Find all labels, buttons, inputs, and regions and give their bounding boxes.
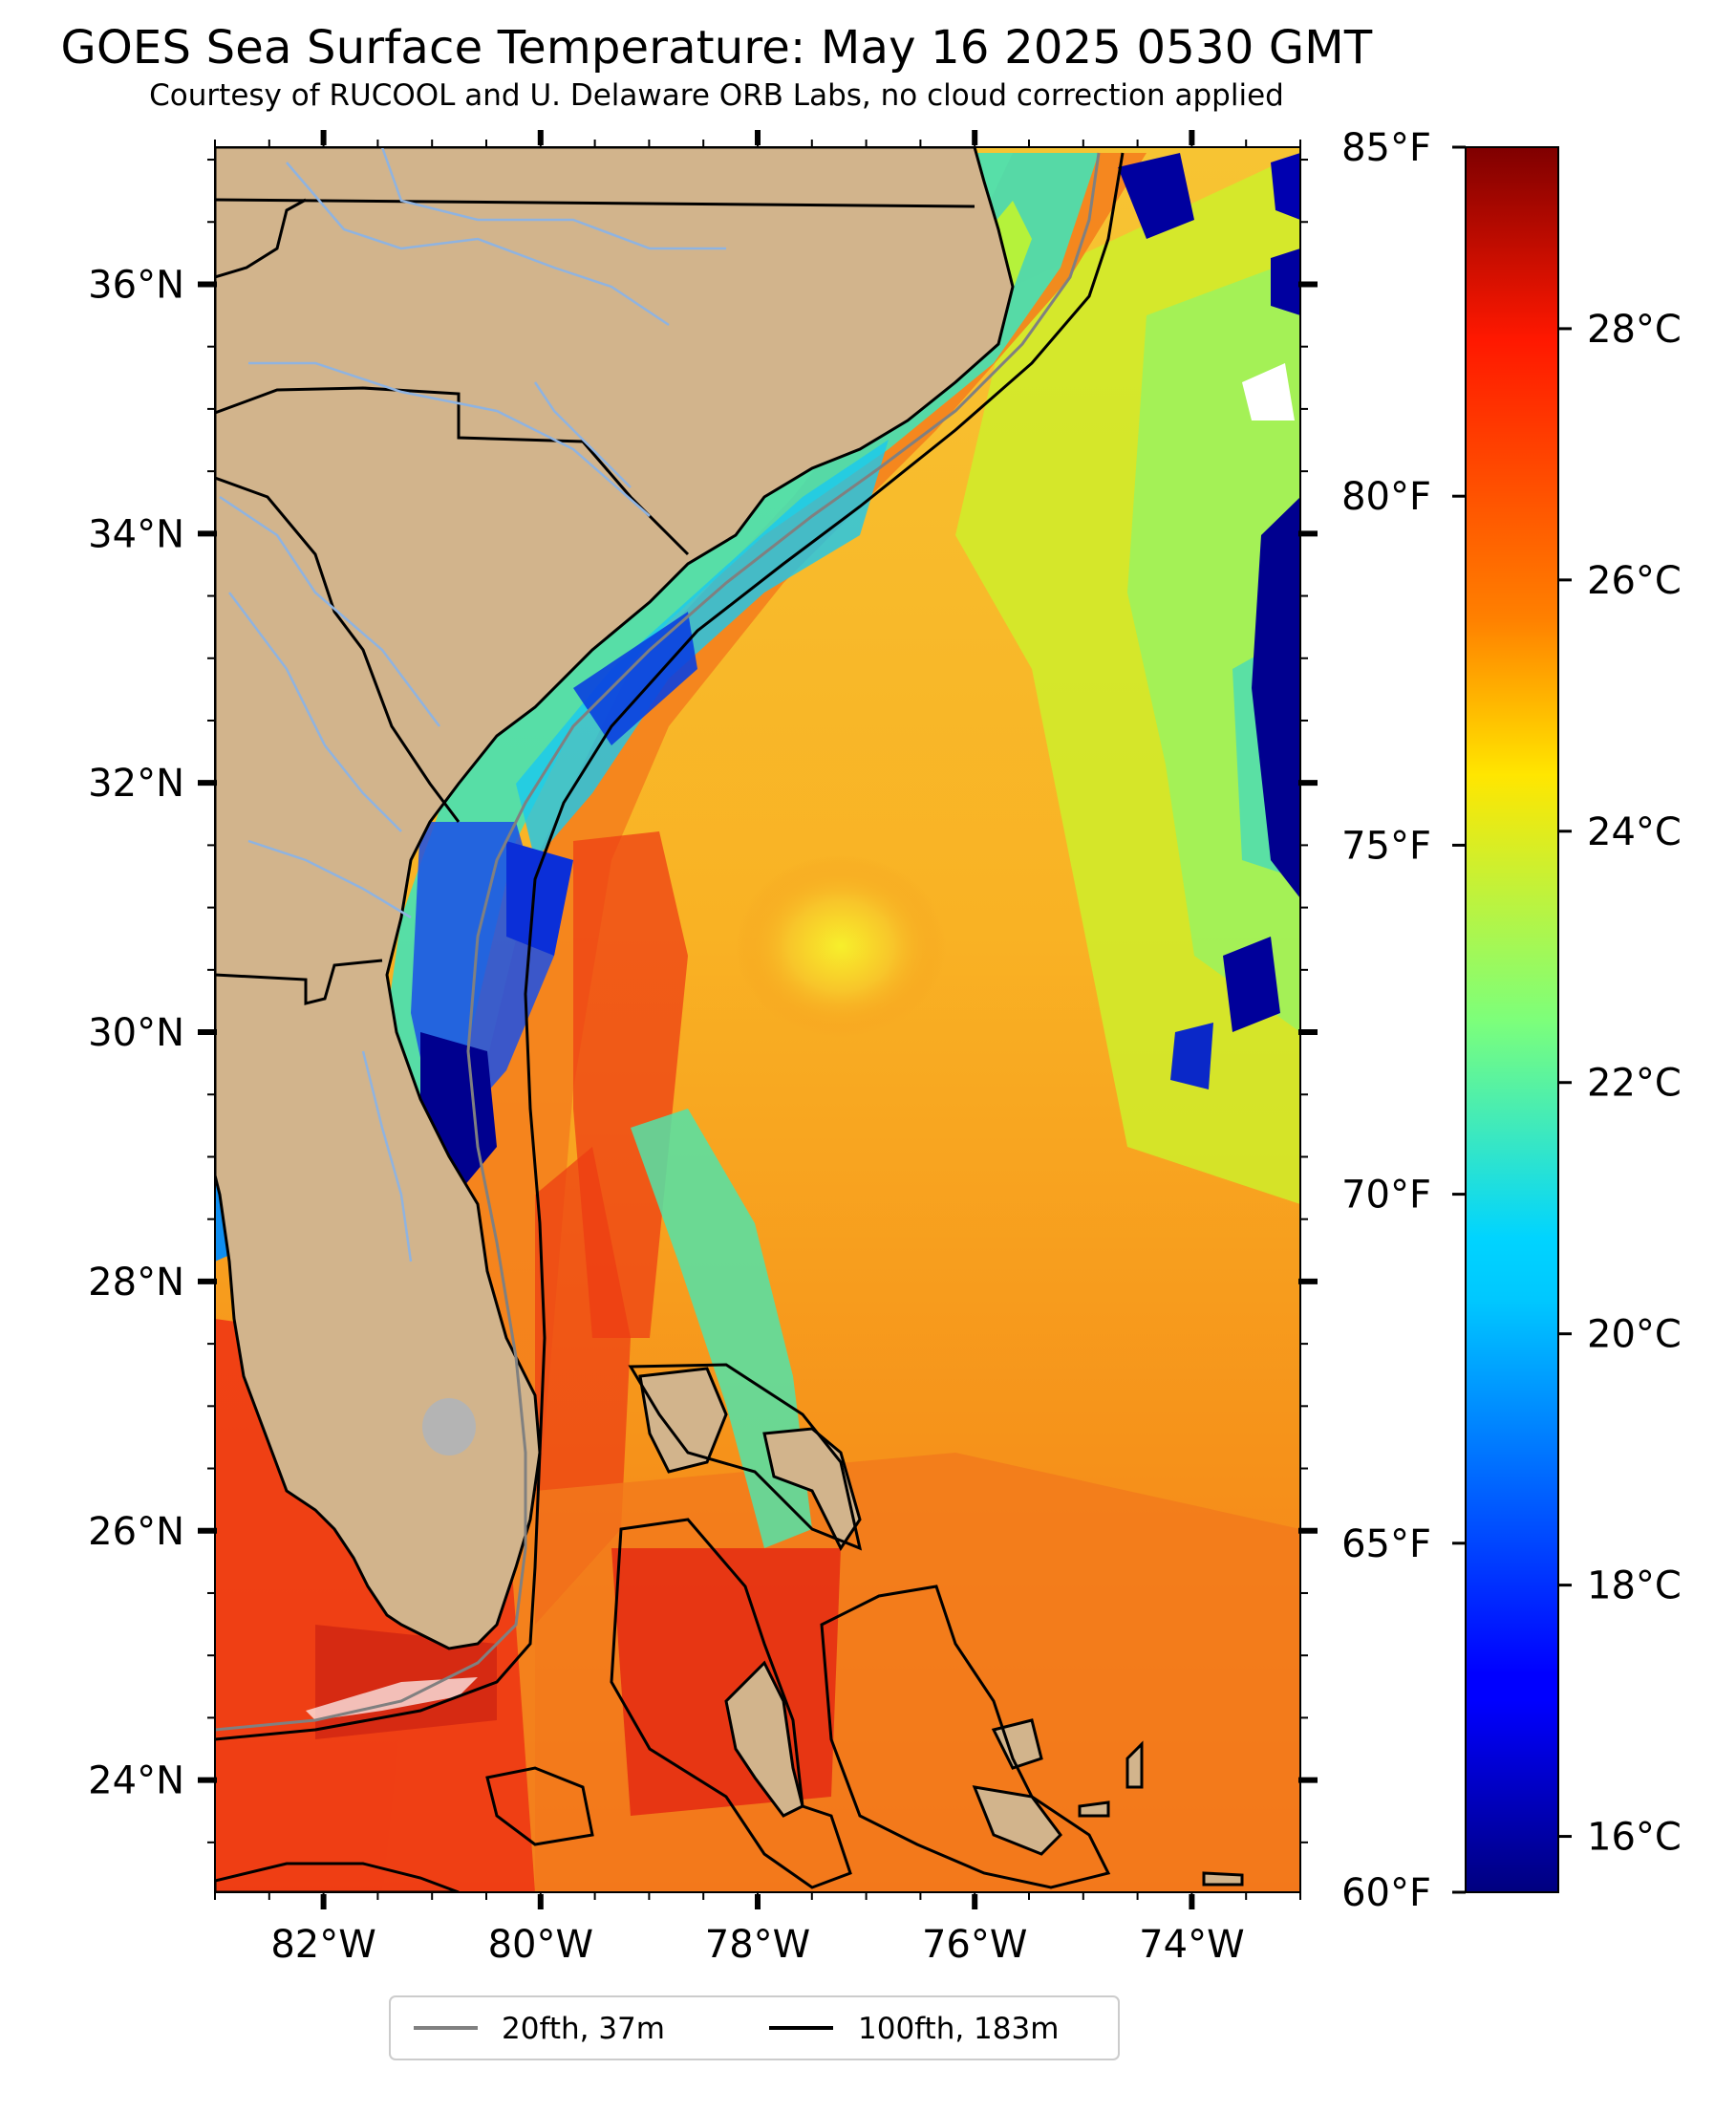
lat-tick-label: 30°N [88, 1011, 184, 1055]
f-tick-label: 60°F [1341, 1871, 1431, 1915]
f-tick-label: 65°F [1341, 1522, 1431, 1566]
map-subtitle: Courtesy of RUCOOL and U. Delaware ORB L… [149, 78, 1284, 113]
rivers [219, 147, 726, 1262]
contour-100fth [215, 152, 1125, 1741]
map-axes: 82°W 80°W 78°W 76°W 74°W 36°N 34°N 32°N 30°N 28°N… [88, 130, 1318, 1967]
map-title: GOES Sea Surface Temperature: May 16 202… [60, 21, 1373, 75]
c-tick-label: 22°C [1587, 1062, 1682, 1106]
lon-tick-label: 74°W [1139, 1923, 1244, 1967]
c-tick-label: 28°C [1587, 308, 1682, 352]
f-tick-label: 70°F [1341, 1174, 1431, 1218]
colorbar [1465, 146, 1559, 1893]
state-borders [215, 198, 975, 1005]
bahamas [638, 1367, 1244, 1887]
c-tick-label: 26°C [1587, 559, 1682, 603]
legend: 20fth, 37m 100fth, 183m [389, 1995, 1120, 2060]
colorbar-axes: 85°F 80°F 75°F 70°F 65°F 60°F 28°C 26°C 24°C 22°C… [1341, 126, 1682, 1915]
f-tick-label: 75°F [1341, 824, 1431, 868]
lat-tick-label: 34°N [88, 512, 184, 556]
f-tick-label: 85°F [1341, 126, 1431, 170]
c-tick-label: 24°C [1587, 810, 1682, 854]
lake-okeechobee [422, 1398, 476, 1455]
c-tick-label: 16°C [1587, 1816, 1682, 1860]
lat-tick-label: 28°N [88, 1261, 184, 1304]
lat-tick-label: 32°N [88, 762, 184, 806]
f-tick-label: 80°F [1341, 475, 1431, 519]
lon-tick-label: 76°W [922, 1923, 1027, 1967]
legend-label-100fth: 100fth, 183m [858, 2012, 1059, 2046]
c-tick-label: 18°C [1587, 1564, 1682, 1608]
legend-frame [389, 1995, 1120, 2060]
lat-tick-label: 26°N [88, 1510, 184, 1554]
lat-tick-label: 24°N [88, 1759, 184, 1803]
bank-outlines [215, 1363, 1111, 1892]
lon-tick-label: 82°W [270, 1923, 375, 1967]
us-land [215, 147, 1015, 1650]
sst-map-area [215, 147, 1300, 1892]
legend-label-20fth: 20fth, 37m [502, 2012, 665, 2046]
lat-tick-label: 36°N [88, 263, 184, 307]
c-tick-label: 20°C [1587, 1313, 1682, 1357]
lon-tick-label: 80°W [488, 1923, 593, 1967]
lon-tick-label: 78°W [705, 1923, 810, 1967]
contour-20fth [215, 152, 1101, 1732]
